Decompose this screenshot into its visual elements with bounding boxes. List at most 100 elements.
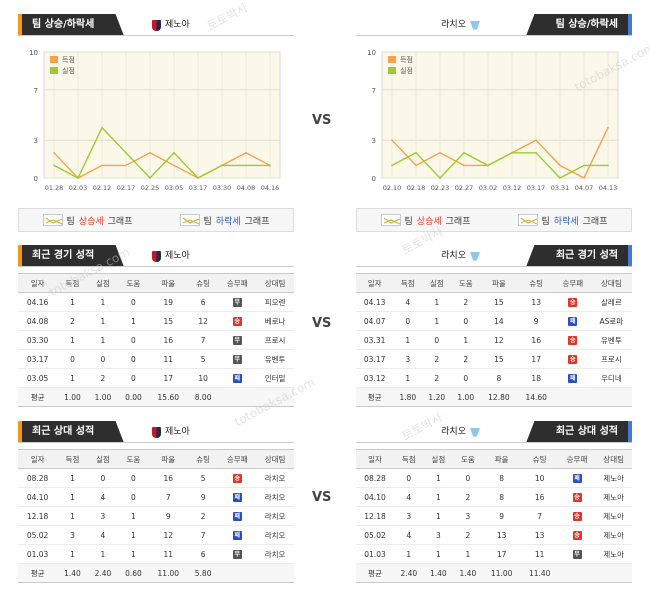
cell-ast: 0 (451, 368, 481, 388)
cell-shot: 7 (187, 525, 219, 545)
cell-opponent: 프로시 (256, 330, 294, 350)
column-header: 득점 (57, 273, 88, 293)
cell-date: 04.08 (18, 311, 58, 331)
divider (356, 442, 632, 443)
average-cell (590, 387, 632, 407)
cell-date: 08.28 (18, 468, 58, 488)
average-cell (218, 387, 257, 407)
y-tick-label: 10 (29, 49, 38, 57)
x-tick-label: 03.30 (213, 184, 232, 192)
away-team-name: 라치오 (441, 20, 466, 30)
data-point (149, 177, 151, 179)
result-badge: 무 (232, 355, 242, 364)
plot-area (43, 51, 281, 179)
average-cell: 15.60 (148, 387, 188, 407)
x-tick-label: 02.27 (455, 184, 474, 192)
lazio-crest-icon (470, 251, 480, 261)
series-line-1 (391, 151, 608, 180)
away-trend-team: 라치오 (441, 14, 480, 36)
away-h2h-team: 라치오 (441, 421, 480, 443)
cell-result: 승 (218, 468, 257, 488)
cell-foul: 17 (482, 544, 521, 564)
away-team-name: 라치오 (441, 427, 466, 437)
table-row: 03.12 1 2 0 8 18 패 우디네 (356, 368, 632, 388)
cell-ga: 1 (87, 292, 119, 312)
cell-result: 승 (558, 487, 596, 507)
data-point (53, 164, 55, 167)
cell-shot: 9 (517, 311, 555, 331)
away-trend-header: 라치오 팀 상승/하락세 (356, 14, 632, 36)
cell-result: 승 (554, 349, 591, 369)
data-point (221, 164, 223, 167)
column-header: 득점 (394, 449, 424, 469)
away-h2h-header: 라치오 최근 상대 성적 (356, 421, 632, 443)
average-cell (554, 387, 591, 407)
cell-shot: 16 (520, 487, 559, 507)
cell-result: 승 (554, 292, 591, 312)
x-tick-label: 03.12 (503, 184, 522, 192)
away-recent-title: 최근 경기 성적 (526, 245, 632, 267)
average-cell: 5.80 (187, 563, 219, 583)
cell-ast: 1 (118, 506, 149, 526)
data-point (149, 152, 151, 154)
cell-date: 04.10 (356, 487, 395, 507)
cell-date: 12.18 (356, 506, 395, 526)
divider (18, 266, 294, 267)
home-team-name: 제노아 (165, 251, 190, 261)
cell-ast: 0 (118, 468, 149, 488)
cell-ga: 1 (87, 544, 119, 564)
y-tick-label: 7 (34, 87, 38, 95)
cell-foul: 7 (148, 487, 188, 507)
cell-date: 03.05 (18, 368, 58, 388)
column-header: 슈팅 (187, 449, 219, 469)
y-tick-label: 7 (372, 87, 376, 95)
cell-ga: 1 (87, 311, 119, 331)
legend-up-prefix: 팀 (66, 216, 75, 227)
legend-up-graph: 그래프 (107, 216, 133, 227)
average-cell: 2.40 (87, 563, 119, 583)
away-trend-svg: 0 3 7 10 02.10 02.18 02.23 02.27 03.02 03.12 03.17… (367, 49, 619, 192)
cell-opponent: 제노아 (595, 544, 632, 564)
column-header: 파울 (148, 273, 188, 293)
table-row: 04.08 2 1 1 15 12 승 베로나 (18, 311, 294, 331)
home-legend-bar: 팀 상승세 그래프 팀 하락세 그래프 (18, 208, 294, 232)
cell-opponent: 제노아 (595, 468, 632, 488)
average-cell: 1.80 (393, 387, 423, 407)
data-point (101, 126, 103, 129)
result-badge: 승 (568, 336, 578, 345)
column-header: 일자 (356, 449, 395, 469)
cell-opponent: 피오렌 (256, 292, 294, 312)
home-h2h-team: 제노아 (152, 421, 190, 443)
vs-label-h2h: VS (312, 490, 332, 505)
average-row: 평균 1.00 1.00 0.00 15.60 8.00 (18, 387, 294, 407)
cell-ast: 0 (118, 330, 149, 350)
plot-area (381, 51, 619, 179)
cell-shot: 11 (520, 544, 559, 564)
column-header: 도움 (118, 449, 149, 469)
result-badge: 승 (568, 298, 578, 307)
cell-ga: 1 (422, 311, 452, 331)
column-header: 승무패 (218, 273, 257, 293)
data-point (173, 164, 175, 167)
away-h2h-title: 최근 상대 성적 (526, 421, 632, 443)
x-tick-label: 03.02 (479, 184, 498, 192)
legend-swatch (50, 56, 58, 63)
up-graph-icon (42, 214, 63, 226)
x-tick-label: 04.16 (261, 184, 280, 192)
cell-gf: 1 (57, 468, 88, 488)
table-row: 12.18 3 1 3 9 7 승 제노아 (356, 506, 632, 526)
data-point (439, 152, 441, 154)
cell-opponent: 라치오 (256, 544, 294, 564)
away-h2h-table: 일자 득점 실점 도움 파울 슈팅 승무패 상대팀 08.28 0 1 0 8 10 패 제노아 04.10 4… (356, 449, 632, 583)
cell-foul: 12 (480, 330, 518, 350)
column-header: 상대팀 (256, 449, 294, 469)
cell-date: 12.18 (18, 506, 58, 526)
cell-shot: 7 (520, 506, 559, 526)
data-point (607, 164, 609, 167)
cell-ast: 0 (118, 487, 149, 507)
data-point (487, 164, 489, 167)
average-cell: 11.40 (520, 563, 559, 583)
cell-foul: 11 (148, 349, 188, 369)
column-header: 도움 (453, 449, 483, 469)
cell-ast: 0 (118, 292, 149, 312)
